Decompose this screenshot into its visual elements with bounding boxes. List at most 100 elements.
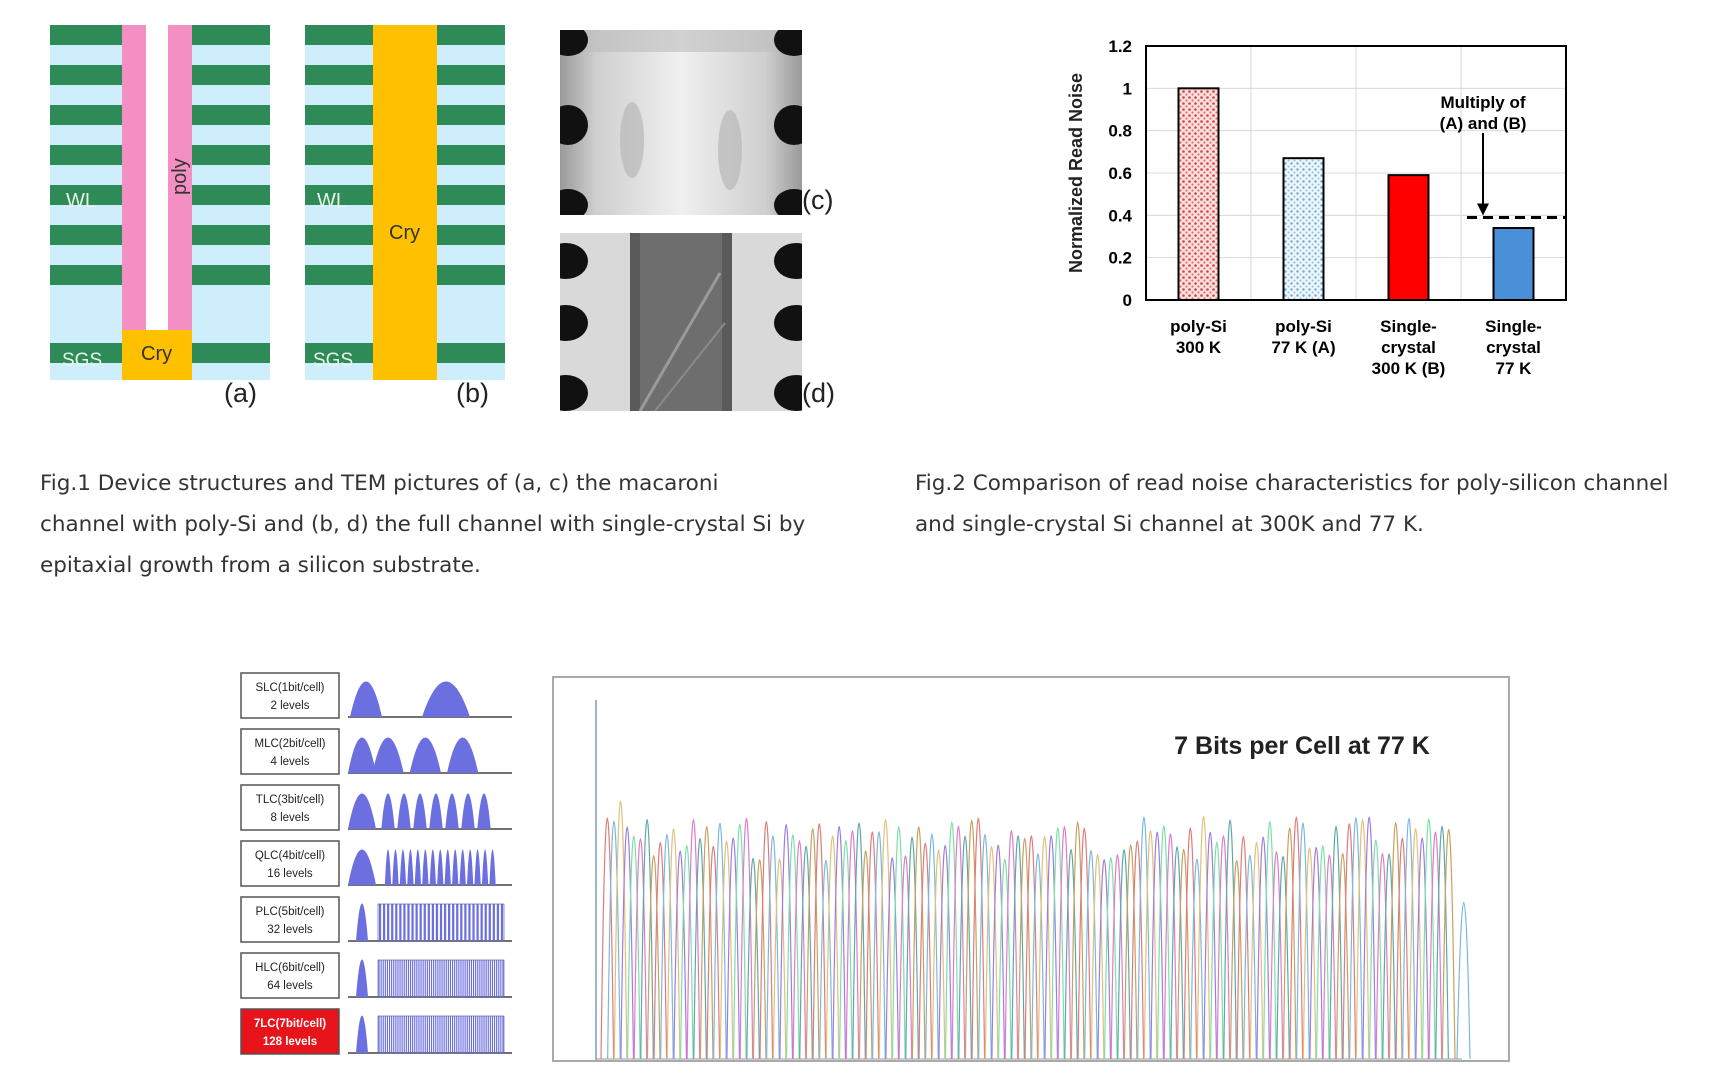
category-label: 77 K — [1496, 359, 1533, 378]
level-peak — [414, 849, 422, 885]
level-curve — [679, 844, 694, 1060]
level-curve — [964, 819, 979, 1060]
level-curve — [660, 834, 674, 1060]
level-peak — [407, 849, 414, 885]
level-curve — [1335, 852, 1350, 1060]
level-curve — [832, 826, 847, 1060]
level-row: 7LC(7bit/cell) 128 levels — [240, 1008, 512, 1055]
level-curve — [1216, 835, 1231, 1060]
panel-label-d: (d) — [802, 378, 835, 408]
level-curve — [878, 818, 893, 1060]
level-curve — [607, 820, 621, 1060]
level-curve — [1276, 855, 1290, 1060]
level-peak — [381, 793, 395, 829]
level-curve — [1289, 816, 1304, 1060]
level-curve — [772, 858, 787, 1060]
level-curve — [872, 831, 886, 1060]
level-curve — [971, 817, 986, 1060]
level-peak — [409, 737, 442, 773]
tem-image-d — [560, 233, 802, 411]
level-curve — [1262, 821, 1277, 1060]
panel-label-c: (c) — [802, 185, 834, 215]
level-curve — [779, 823, 794, 1060]
level-curve — [838, 840, 853, 1060]
level-curve — [666, 828, 681, 1060]
level-label-text: PLC(5bit/cell) — [255, 906, 324, 918]
level-peak — [372, 737, 404, 773]
level-curve — [1037, 836, 1052, 1060]
level-curve — [1070, 821, 1085, 1060]
level-curve — [984, 846, 999, 1060]
level-peak — [452, 849, 459, 885]
level-curve — [1349, 817, 1363, 1060]
level-curve — [944, 821, 959, 1060]
cry-plug — [122, 330, 192, 380]
level-label-text: 64 levels — [267, 980, 313, 992]
seven-bits-per-cell-chart: 7 Bits per Cell at 77 K — [552, 676, 1510, 1062]
level-label-box — [240, 952, 340, 999]
level-curve — [825, 835, 840, 1060]
level-label-text: 32 levels — [267, 924, 313, 936]
level-curve — [1435, 826, 1449, 1060]
level-peak — [461, 793, 475, 829]
level-curve — [1342, 822, 1357, 1060]
level-label-text: TLC(3bit/cell) — [256, 794, 325, 806]
level-curve — [1050, 827, 1065, 1060]
level-curve — [766, 835, 780, 1060]
level-curve — [1296, 822, 1310, 1060]
level-curve — [1249, 842, 1264, 1060]
level-curve — [1130, 840, 1145, 1060]
fig1-panel-a: WL poly Cry SGS — [50, 25, 270, 380]
level-curve — [991, 844, 1006, 1060]
level-label-box — [240, 672, 340, 719]
level-curve — [653, 842, 668, 1060]
level-curve — [1044, 835, 1059, 1060]
level-peak — [392, 849, 399, 885]
level-peak — [422, 681, 470, 717]
level-curve — [613, 800, 628, 1060]
level-band-outline — [377, 903, 505, 942]
bar — [1387, 174, 1430, 301]
level-peak — [422, 849, 429, 885]
level-curve — [759, 820, 774, 1060]
level-peak — [474, 849, 481, 885]
level-curve — [1209, 842, 1224, 1060]
level-peak — [350, 681, 382, 717]
level-curve — [799, 845, 813, 1060]
level-curve — [885, 857, 900, 1060]
level-curve — [739, 817, 754, 1060]
level-curve — [1190, 858, 1204, 1060]
level-curve — [918, 842, 933, 1060]
y-tick-label: 1.2 — [1108, 37, 1132, 56]
fig2-caption-line: Fig.2 Comparison of read noise character… — [915, 471, 1669, 496]
y-tick-label: 0.8 — [1108, 122, 1132, 141]
cell-level-distributions: SLC(1bit/cell) 2 levels MLC(2bit/cell) 4 le… — [240, 672, 512, 1055]
level-curve — [931, 849, 946, 1060]
level-label-text: SLC(1bit/cell) — [255, 682, 324, 694]
level-curve — [726, 837, 741, 1060]
chart-title: 7 Bits per Cell at 77 K — [1174, 732, 1430, 760]
level-curve — [1382, 853, 1396, 1060]
level-label-text: 8 levels — [271, 812, 310, 824]
level-curve — [1256, 836, 1271, 1060]
fig1-caption: Fig.1 Device structures and TEM pictures… — [40, 463, 840, 586]
level-curve — [1163, 833, 1178, 1060]
level-curve — [858, 850, 873, 1060]
level-curve — [1375, 852, 1390, 1060]
level-curve — [646, 854, 661, 1060]
level-curve — [693, 838, 707, 1060]
level-peak — [459, 849, 466, 885]
level-peak — [399, 849, 407, 885]
level-peak — [466, 849, 474, 885]
level-peak — [437, 849, 444, 885]
level-curve — [1103, 857, 1118, 1060]
level-curve — [620, 826, 635, 1060]
level-curve — [1090, 854, 1105, 1060]
bar — [1492, 227, 1535, 302]
poly-label: poly — [169, 158, 191, 195]
level-peak — [477, 793, 491, 829]
level-curve — [911, 826, 926, 1060]
level-curve — [905, 836, 919, 1060]
annotation-line-2: (A) and (B) — [1440, 114, 1527, 133]
sgs-label-b: SGS — [313, 350, 353, 371]
